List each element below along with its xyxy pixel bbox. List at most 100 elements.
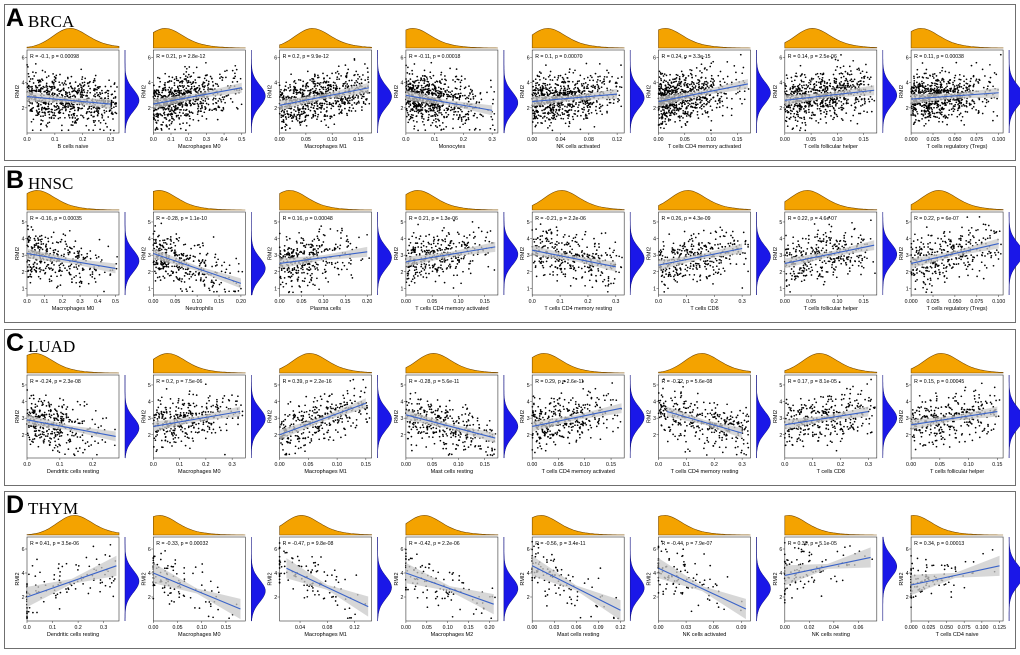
data-point <box>355 79 358 82</box>
data-point <box>87 85 90 87</box>
data-point <box>669 90 672 92</box>
data-point <box>50 108 53 111</box>
data-point <box>704 110 706 112</box>
data-point <box>284 85 287 87</box>
data-point <box>347 101 350 103</box>
data-point <box>568 120 571 123</box>
data-point <box>557 77 560 79</box>
data-point <box>823 82 826 84</box>
data-point <box>784 84 786 87</box>
data-point <box>572 118 575 121</box>
data-point <box>472 97 475 100</box>
data-point <box>115 112 118 115</box>
data-point <box>578 80 581 82</box>
data-point <box>661 121 664 123</box>
data-point <box>804 76 807 79</box>
data-point <box>464 115 466 118</box>
data-point <box>88 110 91 113</box>
data-point <box>539 115 541 117</box>
data-point <box>836 98 839 100</box>
data-point <box>406 72 409 74</box>
data-point <box>281 109 284 112</box>
data-point <box>416 75 419 78</box>
data-point <box>455 87 458 90</box>
data-point <box>858 84 861 86</box>
data-point <box>447 90 450 93</box>
x-tick-label: 0.15 <box>732 137 742 143</box>
data-point <box>536 88 539 90</box>
data-point <box>355 103 358 105</box>
data-point <box>293 115 296 117</box>
data-point <box>312 107 315 109</box>
data-point <box>279 96 281 98</box>
data-point <box>282 114 284 117</box>
data-point <box>590 85 593 88</box>
data-point <box>417 112 420 114</box>
data-point <box>541 84 544 87</box>
data-point <box>583 90 586 92</box>
data-point <box>835 78 838 81</box>
data-point <box>849 119 852 122</box>
data-point <box>450 93 453 96</box>
data-point <box>620 105 623 108</box>
data-point <box>345 76 348 79</box>
data-point <box>679 91 682 94</box>
x-density <box>153 28 246 49</box>
data-point <box>309 109 312 112</box>
data-point <box>102 119 105 122</box>
data-point <box>407 121 410 124</box>
data-point <box>190 111 193 114</box>
data-point <box>680 126 683 128</box>
data-point <box>534 110 536 113</box>
data-point <box>330 85 333 88</box>
data-point <box>440 91 443 93</box>
data-point <box>582 82 585 85</box>
data-point <box>301 94 304 97</box>
data-point <box>564 89 567 92</box>
data-point <box>410 113 413 116</box>
data-point <box>318 83 321 86</box>
data-point <box>417 85 420 88</box>
data-point <box>287 97 290 99</box>
data-point <box>168 86 171 89</box>
data-point <box>190 85 193 88</box>
data-point <box>531 121 534 123</box>
data-point <box>166 81 169 83</box>
data-point <box>544 120 547 122</box>
data-point <box>177 106 179 109</box>
data-point <box>596 79 599 81</box>
data-point <box>599 103 601 106</box>
data-point <box>172 110 175 113</box>
data-point <box>292 116 295 119</box>
y-axis-label: RMI2 <box>394 85 400 98</box>
data-point <box>177 79 180 82</box>
data-point <box>408 105 410 108</box>
data-point <box>433 85 436 87</box>
data-point <box>601 82 603 84</box>
data-point <box>79 92 82 94</box>
data-point <box>174 106 176 109</box>
data-point <box>185 67 188 70</box>
data-point <box>424 129 427 131</box>
data-point <box>432 89 435 91</box>
data-point <box>588 79 591 82</box>
data-point <box>660 77 662 80</box>
data-point <box>719 84 722 86</box>
data-point <box>205 79 208 82</box>
data-point <box>107 92 109 95</box>
x-axis-label: Monocytes <box>439 144 466 150</box>
data-point <box>28 104 30 107</box>
data-point <box>31 85 33 88</box>
data-point <box>320 120 323 123</box>
data-point <box>568 109 571 111</box>
data-point <box>175 77 178 80</box>
data-point <box>360 93 362 96</box>
data-point <box>191 112 194 114</box>
data-point <box>427 110 430 113</box>
data-point <box>660 112 663 115</box>
data-point <box>544 84 547 87</box>
data-point <box>558 104 561 107</box>
data-point <box>668 84 671 86</box>
data-point <box>279 93 282 96</box>
data-point <box>708 86 710 89</box>
